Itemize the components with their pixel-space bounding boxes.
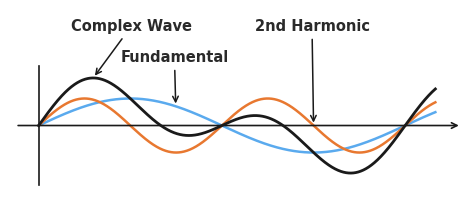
Text: 2nd Harmonic: 2nd Harmonic [255,19,370,121]
Text: Fundamental: Fundamental [120,50,228,102]
Text: Complex Wave: Complex Wave [71,19,192,74]
